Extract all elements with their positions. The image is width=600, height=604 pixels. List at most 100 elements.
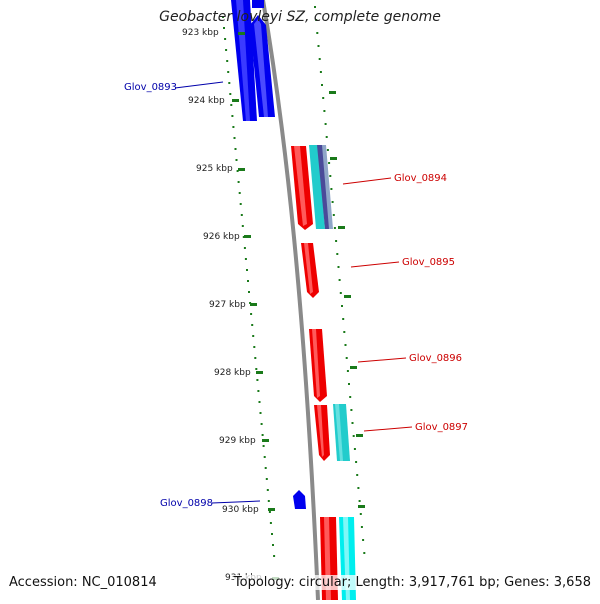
guide-dot [248, 291, 250, 293]
ruler-tick-label: 929 kbp [219, 436, 256, 446]
guide-dot [344, 344, 347, 346]
ruler-tick-mark [330, 157, 337, 160]
guide-dot [244, 258, 247, 260]
guide-dot [257, 390, 260, 392]
guide-dot [227, 71, 230, 73]
gene-glov-0894-feature[interactable] [291, 145, 333, 230]
ruler-tick-mark [262, 439, 269, 442]
guide-dot [330, 188, 333, 190]
guide-dot [233, 137, 236, 139]
gene-label-leader-line [357, 357, 407, 363]
guide-dot [263, 456, 266, 458]
guide-dot [333, 227, 336, 229]
guide-dot [349, 396, 352, 398]
guide-dot [353, 448, 356, 450]
guide-dot [329, 175, 332, 177]
gene-label[interactable]: Glov_0894 [394, 173, 447, 184]
gene-glov-0895-feature[interactable] [301, 243, 319, 298]
guide-dot [355, 461, 358, 463]
ruler-tick-label: 926 kbp [203, 232, 240, 242]
guide-dot [234, 148, 237, 150]
gene-glov-0897-feature[interactable] [314, 404, 350, 461]
gene-label[interactable]: Glov_0893 [124, 82, 177, 93]
guide-dot [326, 149, 329, 151]
ruler-tick-mark [338, 226, 345, 229]
gene-reverse-feature-adjacent[interactable] [250, 15, 275, 117]
guide-dot [360, 526, 363, 528]
gene-label[interactable]: Glov_0896 [409, 353, 462, 364]
guide-dot [236, 170, 239, 172]
guide-dot [268, 511, 271, 513]
guide-dot [251, 324, 254, 326]
guide-dot [232, 126, 235, 128]
guide-dot [258, 401, 261, 403]
guide-dot [362, 539, 365, 541]
guide-dot [357, 487, 360, 489]
guide-dot [264, 467, 267, 469]
guide-dot [343, 331, 346, 333]
guide-dot [271, 533, 273, 535]
gene-label[interactable]: Glov_0898 [160, 498, 213, 509]
guide-dot [336, 253, 339, 255]
guide-dot [247, 280, 249, 282]
guide-dot [331, 201, 334, 203]
ruler-tick-mark [350, 366, 357, 369]
guide-dot [328, 162, 331, 164]
gene-label[interactable]: Glov_0897 [415, 422, 468, 433]
guide-dot [273, 555, 276, 557]
guide-dot [321, 84, 323, 86]
ruler-tick-mark [238, 168, 245, 171]
guide-dot [260, 423, 263, 425]
ruler-tick-label: 927 kbp [209, 300, 246, 310]
accession-text: Accession: NC_010814 [9, 575, 157, 590]
guide-dot [262, 445, 265, 447]
guide-dot [314, 6, 316, 8]
ruler-tick-label: 930 kbp [222, 505, 259, 515]
guide-dot [253, 346, 256, 348]
guide-dot [316, 32, 319, 34]
guide-dot [335, 240, 338, 242]
gene-glov-0896-feature[interactable] [309, 329, 327, 402]
guide-dot [231, 115, 234, 117]
guide-dot [323, 110, 326, 112]
gene-label[interactable]: Glov_0895 [402, 257, 455, 268]
ruler-tick-mark [344, 295, 351, 298]
guide-dot [259, 412, 262, 414]
guide-dot [237, 181, 240, 183]
guide-dot [228, 82, 231, 84]
gene-label-leader-line [363, 426, 413, 432]
gene-glov-0893-feature[interactable] [231, 0, 257, 121]
guide-dot [322, 97, 325, 99]
gene-label-leader-line [174, 81, 224, 89]
guide-dot [224, 38, 227, 40]
guide-dot [256, 379, 259, 381]
guide-dot [348, 383, 350, 385]
gene-features [231, 0, 356, 600]
guide-dot [359, 513, 362, 515]
guide-dot [239, 203, 242, 205]
guide-dot [341, 305, 343, 307]
guide-dot [358, 500, 361, 502]
genome-summary-text: Topology: circular; Length: 3,917,761 bp… [233, 575, 591, 590]
ruler-tick-label: 924 kbp [188, 96, 225, 106]
guide-dot [325, 136, 328, 138]
guide-dot [238, 192, 241, 194]
ruler-tick-mark [238, 32, 245, 35]
guide-dot [235, 159, 238, 161]
guide-dot [241, 225, 244, 227]
gene-glov-0898-feature[interactable] [293, 490, 306, 509]
guide-dot [266, 489, 269, 491]
guide-dot [352, 435, 355, 437]
map-title: Geobacter lovleyi SZ, complete genome [159, 9, 441, 25]
gene-stub-top[interactable] [252, 0, 264, 8]
ruler-tick-mark [268, 508, 275, 511]
guide-dot [332, 214, 335, 216]
guide-dot [317, 45, 320, 47]
guide-dot [351, 422, 354, 424]
gene-label-leader-line [342, 177, 392, 185]
ruler-tick-mark [256, 371, 263, 374]
guide-dot [356, 474, 359, 476]
guide-dot [250, 313, 253, 315]
